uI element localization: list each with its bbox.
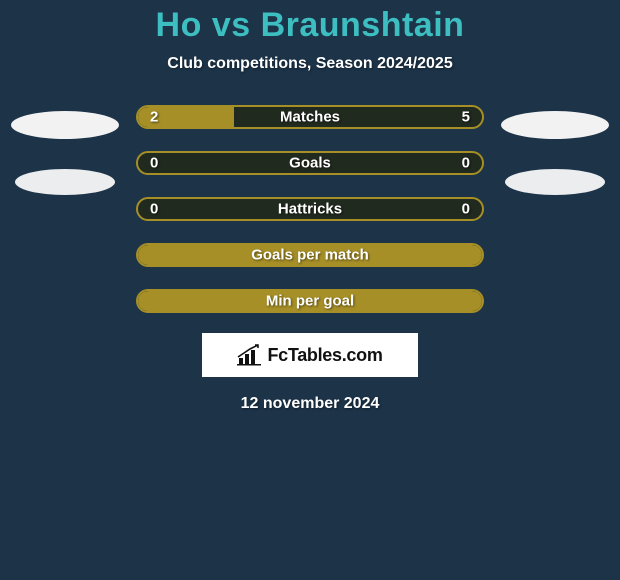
left-club-placeholder-1 <box>11 111 119 139</box>
stat-label: Min per goal <box>266 293 354 310</box>
stat-bar-hattricks: 0 Hattricks 0 <box>136 197 484 221</box>
brand-text: FcTables.com <box>267 345 382 366</box>
stat-left-value: 0 <box>150 201 158 218</box>
stats-section: 2 Matches 5 0 Goals 0 0 Hattricks 0 Goals per mat… <box>0 105 620 313</box>
comparison-card: Ho vs Braunshtain Club competitions, Sea… <box>0 0 620 413</box>
stat-left-value: 0 <box>150 155 158 172</box>
stat-label: Goals per match <box>251 247 369 264</box>
right-club-placeholder-2 <box>505 169 605 195</box>
stat-bar-min-per-goal: Min per goal <box>136 289 484 313</box>
stat-bar-matches: 2 Matches 5 <box>136 105 484 129</box>
right-club-placeholder-1 <box>501 111 609 139</box>
stat-bars: 2 Matches 5 0 Goals 0 0 Hattricks 0 Goals per mat… <box>136 105 484 313</box>
stat-bar-goals-per-match: Goals per match <box>136 243 484 267</box>
stat-label: Hattricks <box>278 201 342 218</box>
left-club-placeholder-2 <box>15 169 115 195</box>
stat-bar-goals: 0 Goals 0 <box>136 151 484 175</box>
brand-box[interactable]: FcTables.com <box>202 333 418 377</box>
stat-label: Goals <box>289 155 331 172</box>
right-player-badges <box>498 105 612 195</box>
page-title: Ho vs Braunshtain <box>0 6 620 45</box>
stat-label: Matches <box>280 109 340 126</box>
left-player-badges <box>8 105 122 195</box>
bar-chart-icon <box>237 344 261 366</box>
generation-date: 12 november 2024 <box>0 395 620 413</box>
stat-right-value: 5 <box>462 109 470 126</box>
stat-right-value: 0 <box>462 201 470 218</box>
page-subtitle: Club competitions, Season 2024/2025 <box>0 55 620 73</box>
stat-right-value: 0 <box>462 155 470 172</box>
stat-left-value: 2 <box>150 109 158 126</box>
